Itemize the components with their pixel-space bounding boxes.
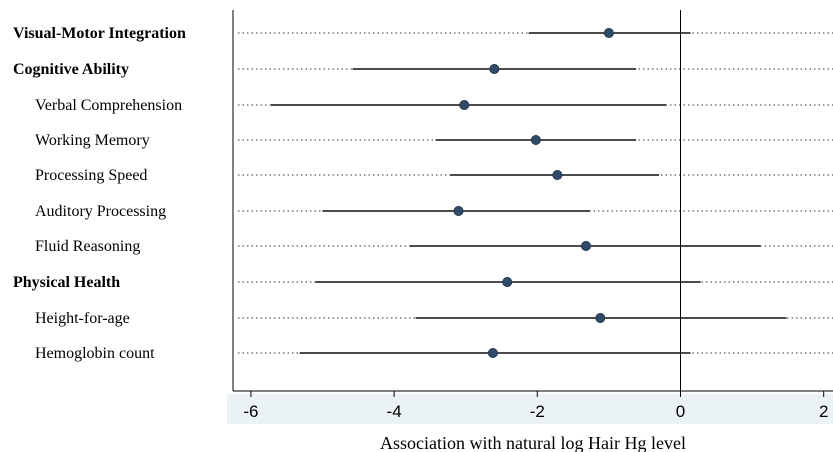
point-estimates [453,27,614,358]
row-label: Processing Speed [35,167,147,184]
x-axis-band [227,394,833,424]
row-label: Height-for-age [35,310,130,327]
x-tick-label: -2 [530,402,545,421]
row-label: Physical Health [13,274,120,291]
row-label: Visual-Motor Integration [13,25,186,42]
point-estimate [489,64,500,75]
row-label: Fluid Reasoning [35,238,140,255]
x-axis-title: Association with natural log Hair Hg lev… [380,433,686,452]
point-estimate [459,100,470,111]
point-estimate [603,27,614,38]
point-estimate [552,169,563,180]
point-estimate [453,205,464,216]
row-label: Verbal Comprehension [35,97,182,114]
point-estimate [530,134,541,145]
x-tick-label: 2 [819,402,828,421]
x-tick-label: -6 [243,402,258,421]
x-tick-label: -4 [387,402,402,421]
x-tick-label: 0 [676,402,685,421]
point-estimate [580,240,591,251]
point-estimate [595,312,606,323]
point-estimate [502,276,513,287]
point-estimate [487,347,498,358]
row-label: Hemoglobin count [35,345,155,362]
x-axis-ticks: -6 -4 -2 0 2 [243,391,828,421]
row-label: Auditory Processing [35,203,166,220]
row-label: Cognitive Ability [13,61,129,78]
row-labels: Visual-Motor Integration Cognitive Abilit… [13,25,186,362]
row-label: Working Memory [35,132,150,149]
